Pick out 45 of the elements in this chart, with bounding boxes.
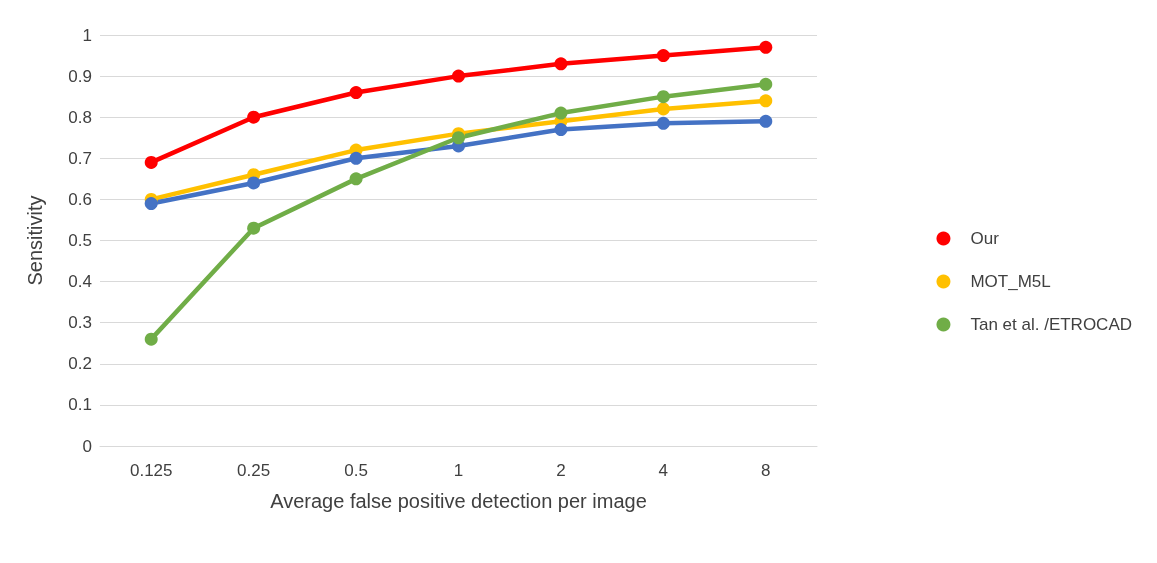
point (452, 69, 465, 83)
legend-label: MOT_M5L (970, 272, 1051, 291)
legend-label: Our (970, 229, 1000, 248)
point (349, 172, 363, 186)
y-tick-label: 0.6 (68, 189, 92, 209)
y-tick-label: 0.7 (68, 148, 92, 168)
point (656, 102, 670, 116)
y-axis-title: Sensitivity (24, 195, 46, 286)
point (144, 155, 158, 169)
point (349, 86, 363, 100)
point (759, 94, 773, 108)
point (144, 332, 158, 346)
y-tick-label: 0.3 (68, 313, 92, 333)
y-tick-label: 0.9 (68, 66, 92, 86)
y-tick-label: 0 (82, 436, 92, 456)
point (656, 116, 670, 130)
point (656, 49, 670, 63)
x-tick-label: 0.25 (237, 461, 271, 480)
y-tick-label: 0.1 (68, 395, 92, 415)
point (144, 197, 158, 211)
y-tick-label: 0.5 (68, 231, 92, 250)
point (247, 176, 261, 190)
point (759, 40, 773, 54)
x-tick-label: 4 (658, 461, 669, 480)
point (452, 131, 465, 145)
point (554, 57, 568, 71)
legend-label: Tan et al. /ETROCAD (970, 315, 1133, 334)
point (759, 114, 773, 128)
x-tick-label: 8 (761, 461, 771, 480)
point (554, 106, 568, 120)
x-tick-label: 0.125 (129, 461, 173, 480)
x-axis-title: Average false positive detection per image (270, 490, 647, 512)
point (247, 221, 261, 235)
x-tick-label: 1 (453, 461, 464, 480)
y-tick-label: 1 (82, 25, 92, 45)
x-tick-label: 0.5 (344, 461, 368, 480)
y-tick-label: 0.4 (68, 272, 92, 292)
x-tick-label: 2 (556, 461, 566, 480)
point (247, 110, 261, 124)
point (554, 123, 568, 137)
point (656, 90, 670, 104)
y-tick-label: 0.8 (68, 107, 92, 127)
point (759, 77, 773, 91)
y-tick-label: 0.2 (68, 354, 92, 374)
point (349, 151, 363, 165)
